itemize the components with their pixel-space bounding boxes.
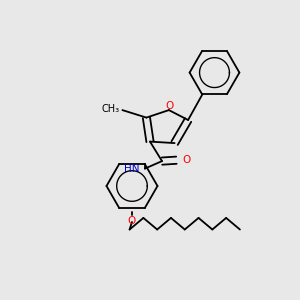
Text: O: O xyxy=(166,100,174,111)
Text: O: O xyxy=(182,155,191,165)
Text: CH₃: CH₃ xyxy=(102,104,120,115)
Text: HN: HN xyxy=(124,164,140,174)
Text: O: O xyxy=(128,216,136,226)
